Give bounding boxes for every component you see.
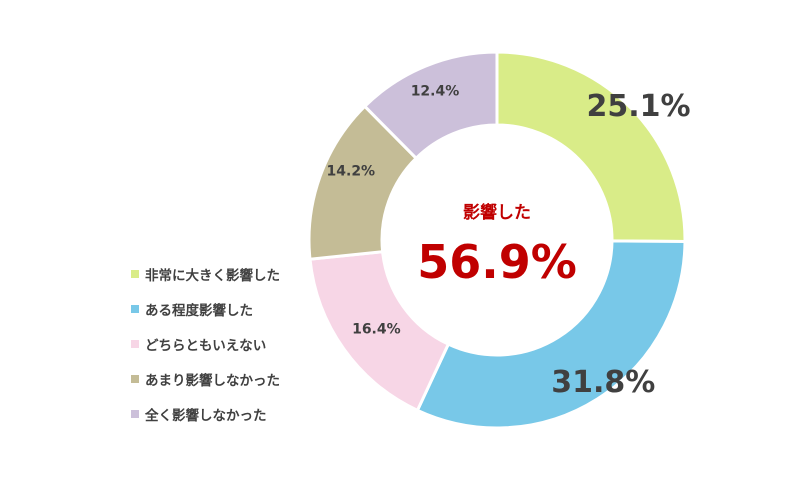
slice-value-label: 25.1% <box>587 89 691 124</box>
legend-swatch-icon <box>131 304 139 313</box>
legend-item: 全く影響しなかった <box>131 396 280 431</box>
legend-swatch-icon <box>131 269 139 278</box>
donut-slice <box>415 239 687 430</box>
legend-label: 非常に大きく影響した <box>145 267 280 284</box>
center-value: 56.9% <box>417 235 577 289</box>
donut-slice <box>495 50 687 243</box>
legend-swatch-icon <box>131 409 139 418</box>
legend: 非常に大きく影響した ある程度影響した どちらともいえない あまり影響しなかった… <box>131 256 280 431</box>
legend-item: どちらともいえない <box>131 326 280 361</box>
legend-label: あまり影響しなかった <box>145 372 280 389</box>
legend-label: どちらともいえない <box>145 337 267 354</box>
legend-item: あまり影響しなかった <box>131 361 280 396</box>
slice-value-label: 31.8% <box>551 365 655 400</box>
legend-label: ある程度影響した <box>145 302 253 319</box>
legend-swatch-icon <box>131 339 139 348</box>
slice-value-label: 12.4% <box>411 83 460 99</box>
legend-swatch-icon <box>131 374 139 383</box>
legend-item: 非常に大きく影響した <box>131 256 280 291</box>
donut-slice <box>362 50 499 161</box>
slice-value-label: 14.2% <box>327 163 376 179</box>
slice-value-label: 16.4% <box>352 322 401 338</box>
legend-item: ある程度影響した <box>131 291 280 326</box>
center-label: 影響した <box>463 202 531 223</box>
legend-label: 全く影響しなかった <box>145 407 267 424</box>
